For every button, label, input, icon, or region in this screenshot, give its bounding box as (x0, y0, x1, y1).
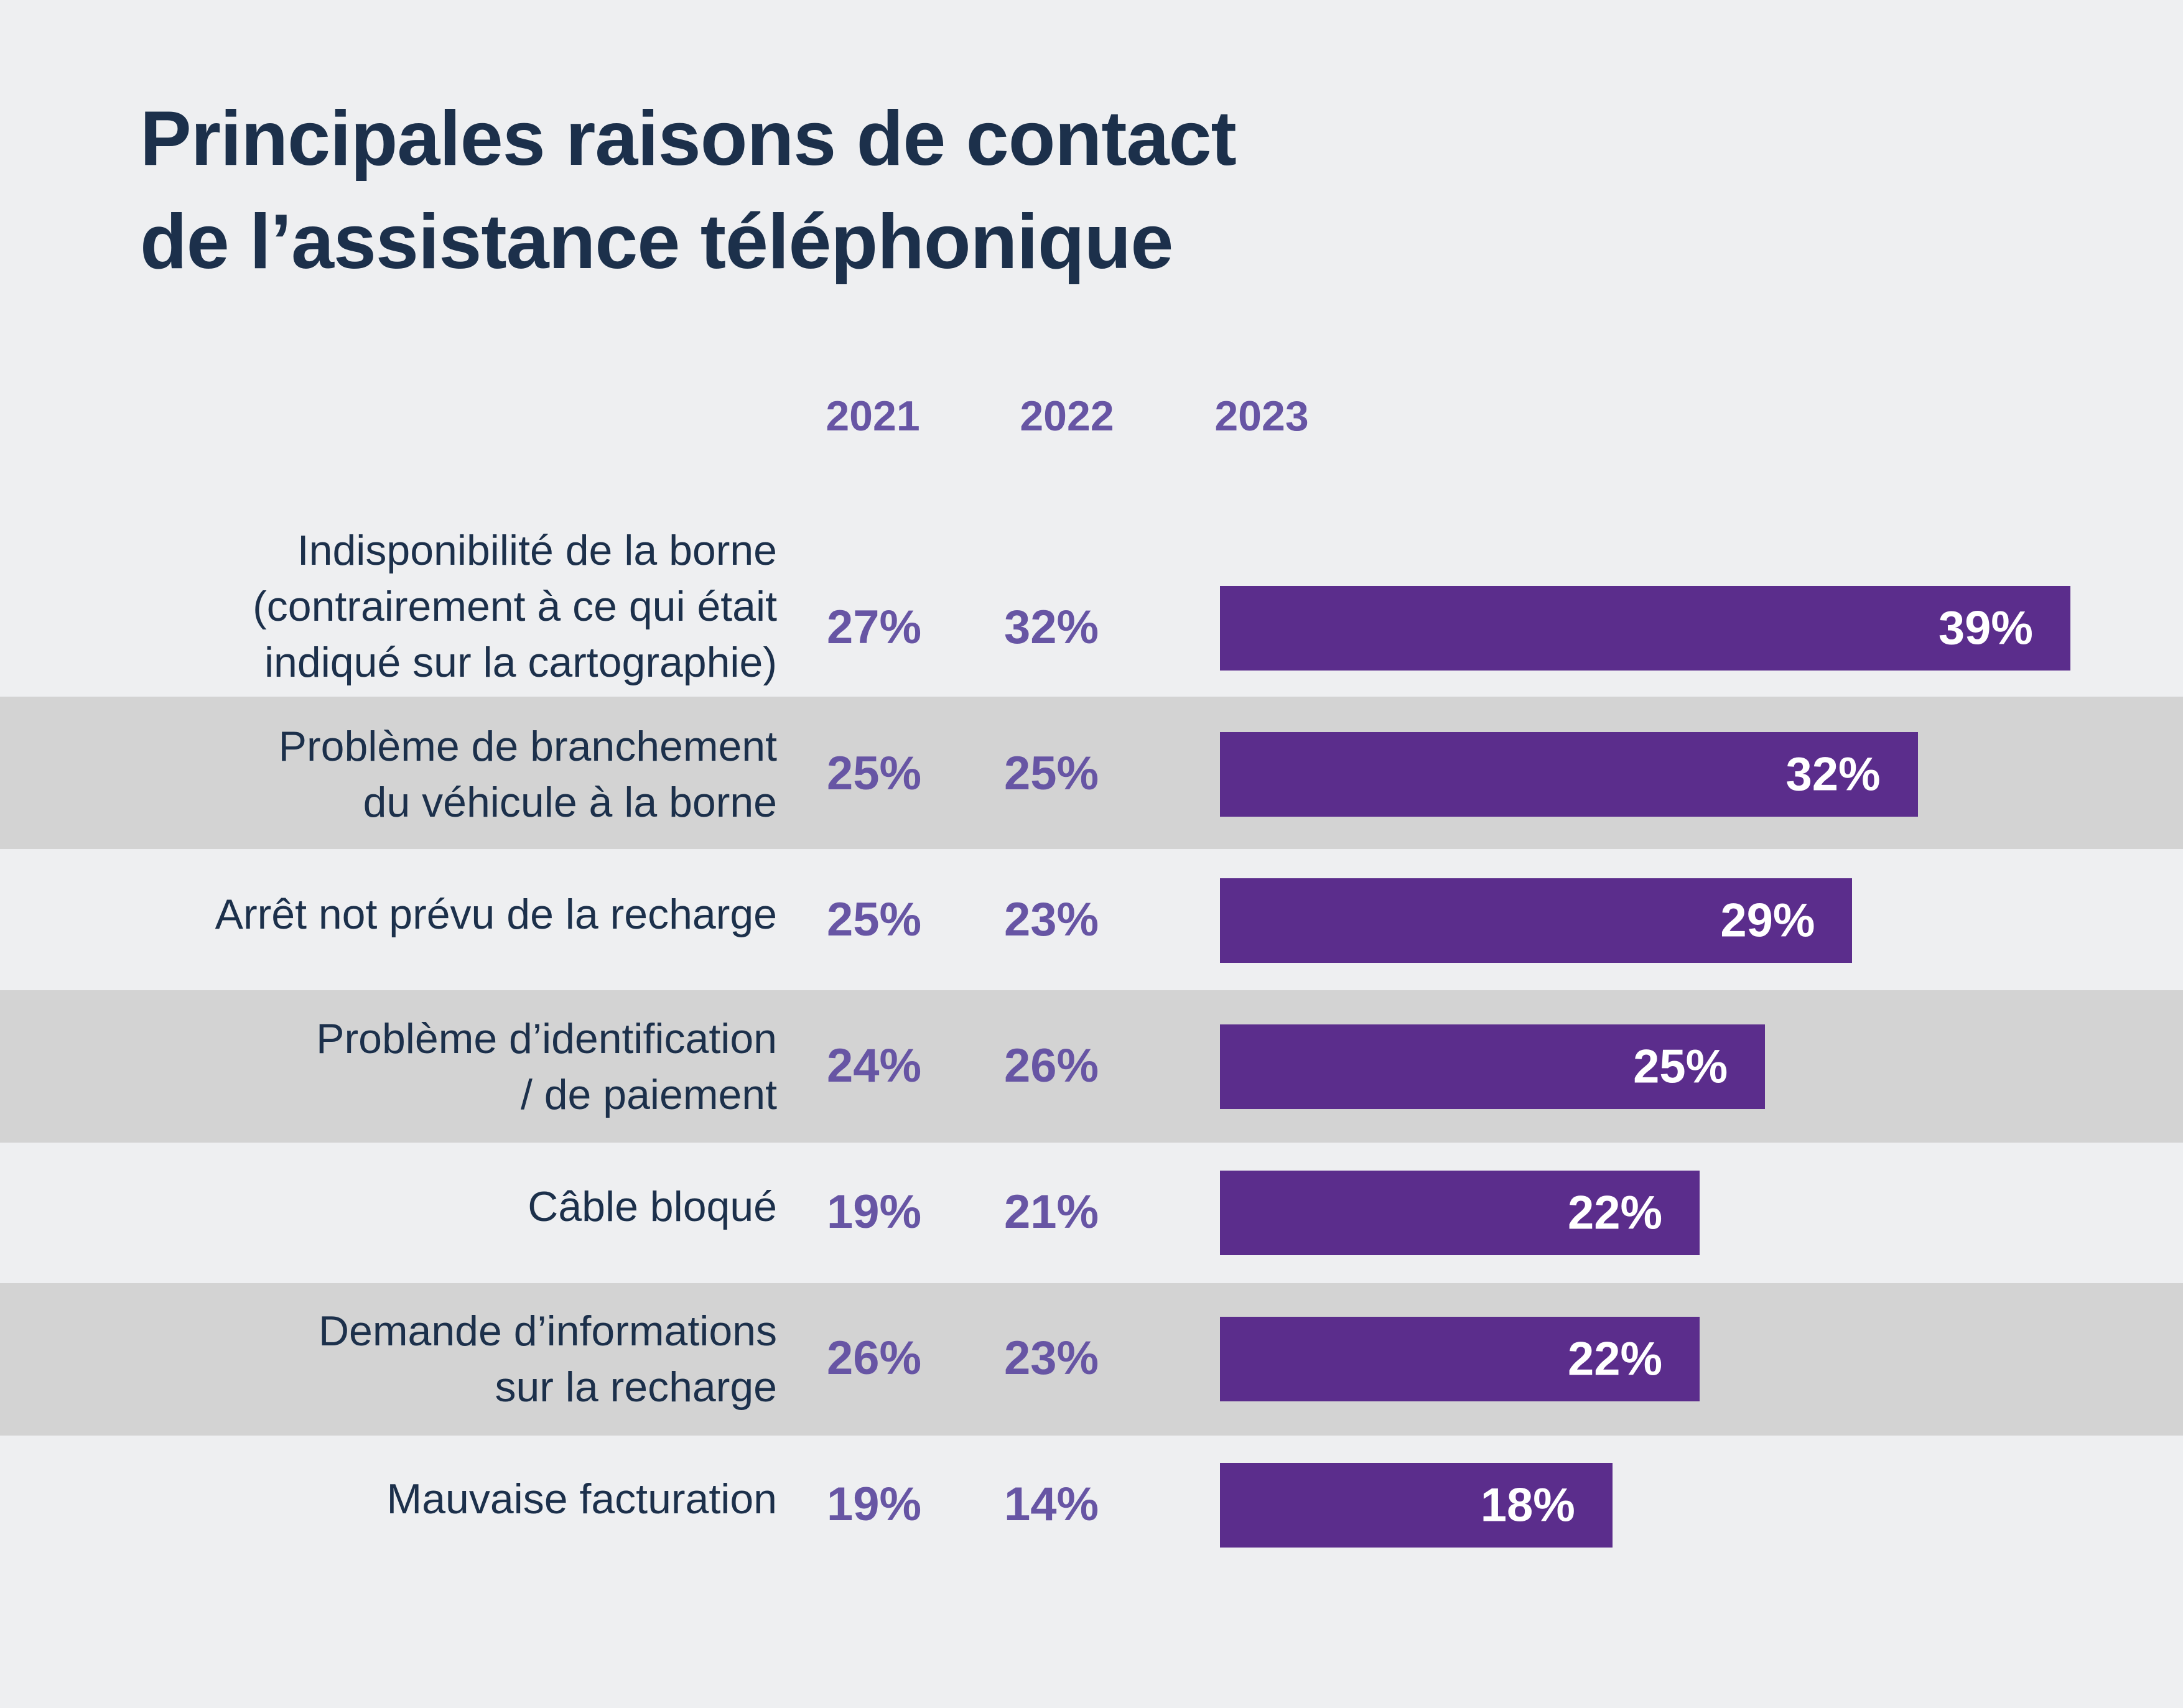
category-label-line: Problème de branchement (278, 723, 777, 770)
category-label-line: (contrairement à ce qui était (253, 583, 777, 630)
value-2021: 26% (826, 1332, 922, 1385)
row-band (0, 1283, 2183, 1436)
value-2022: 32% (1003, 601, 1099, 654)
year-header-2023: 2023 (1214, 392, 1309, 440)
value-2021: 25% (826, 747, 922, 800)
row-band (0, 990, 2183, 1143)
category-label-line: Arrêt not prévu de la recharge (215, 891, 777, 938)
bar-2023: 39% (1220, 586, 2070, 671)
category-label: Câble bloqué (528, 1179, 777, 1235)
value-2021: 25% (826, 893, 922, 946)
category-label-line: du véhicule à la borne (363, 779, 777, 826)
value-2022: 21% (1003, 1186, 1099, 1238)
category-label: Demande d’informations sur la recharge (319, 1303, 777, 1415)
category-label-line: indiqué sur la cartographie) (264, 639, 777, 686)
year-header-2022: 2022 (1020, 392, 1114, 440)
category-label-line: sur la recharge (495, 1363, 777, 1411)
category-label: Arrêt not prévu de la recharge (215, 886, 777, 942)
category-label: Indisponibilité de la borne (contrairemen… (253, 522, 777, 690)
bar-2023: 32% (1220, 732, 1918, 817)
bar-value-label: 32% (1785, 748, 1881, 801)
value-2021: 19% (826, 1186, 922, 1238)
category-label: Problème d’identification / de paiement (316, 1011, 777, 1123)
bar-value-label: 22% (1567, 1186, 1663, 1240)
chart-title: Principales raisons de contact de l’assi… (140, 87, 1237, 294)
category-label: Problème de branchement du véhicule à la … (279, 718, 777, 830)
value-2022: 26% (1003, 1039, 1099, 1092)
category-label-line: Mauvaise facturation (386, 1475, 777, 1523)
category-label-line: Câble bloqué (528, 1183, 777, 1230)
bar-value-label: 18% (1480, 1478, 1575, 1532)
value-2021: 24% (826, 1039, 922, 1092)
bar-value-label: 29% (1720, 894, 1815, 947)
value-2022: 14% (1003, 1478, 1099, 1531)
bar-2023: 18% (1220, 1463, 1613, 1548)
category-label: Mauvaise facturation (387, 1471, 777, 1527)
year-header-2021: 2021 (826, 392, 920, 440)
chart-title-line-1: Principales raisons de contact (140, 96, 1237, 182)
value-2022: 23% (1003, 893, 1099, 946)
category-label-line: Demande d’informations (318, 1307, 777, 1355)
chart-title-line-2: de l’assistance téléphonique (140, 199, 1173, 285)
bar-2023: 29% (1220, 878, 1853, 963)
bar-2023: 22% (1220, 1317, 1700, 1401)
value-2021: 27% (826, 601, 922, 654)
bar-value-label: 25% (1633, 1040, 1728, 1093)
bar-2023: 25% (1220, 1024, 1766, 1109)
bar-value-label: 22% (1567, 1332, 1663, 1386)
bar-2023: 22% (1220, 1171, 1700, 1255)
category-label-line: Indisponibilité de la borne (297, 527, 777, 574)
bar-value-label: 39% (1938, 601, 2033, 655)
value-2022: 25% (1003, 747, 1099, 800)
value-2022: 23% (1003, 1332, 1099, 1385)
category-label-line: Problème d’identification (316, 1015, 777, 1062)
value-2021: 19% (826, 1478, 922, 1531)
category-label-line: / de paiement (520, 1071, 777, 1118)
